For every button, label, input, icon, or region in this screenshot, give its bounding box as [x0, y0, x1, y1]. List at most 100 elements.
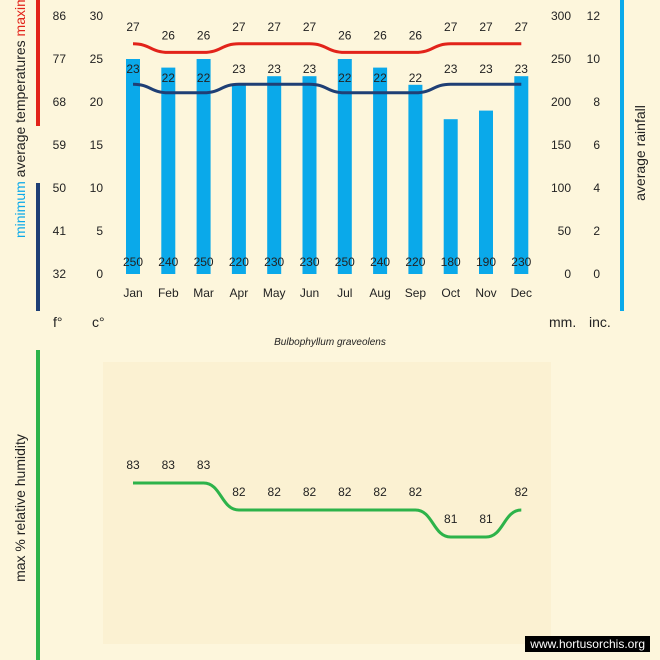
rainfall-indicator-bar — [620, 0, 624, 311]
min-temp-label: 23 — [232, 62, 246, 76]
mm-tick-label: 50 — [558, 224, 572, 238]
month-tick-label: Apr — [230, 286, 249, 300]
rain-value-label: 230 — [299, 255, 319, 269]
rain-bar — [196, 59, 211, 274]
min-temp-label: 22 — [409, 71, 423, 85]
mm-tick-label: 150 — [551, 138, 571, 152]
min-temp-line — [132, 82, 522, 95]
humidity-value-label: 82 — [409, 485, 423, 499]
min-temp-indicator-bar — [36, 183, 40, 311]
max-temp-label: 27 — [303, 20, 317, 34]
max-temp-label: 27 — [126, 20, 140, 34]
unit-inc: inc. — [589, 314, 611, 330]
month-tick-label: Jan — [123, 286, 142, 300]
rain-bar — [337, 59, 352, 274]
site-credit: www.hortusorchis.org — [525, 636, 650, 652]
rain-bar — [126, 59, 140, 274]
max-temp-label: 27 — [479, 20, 493, 34]
c-tick-label: 0 — [96, 267, 103, 281]
min-temp-label: 22 — [162, 71, 176, 85]
humidity-value-label: 81 — [444, 512, 458, 526]
inc-tick-label: 8 — [593, 95, 600, 109]
humidity-value-label: 83 — [197, 458, 211, 472]
rain-value-label: 250 — [123, 255, 143, 269]
month-tick-label: Sep — [405, 286, 427, 300]
mm-tick-label: 250 — [551, 52, 571, 66]
month-tick-label: May — [263, 286, 286, 300]
max-temp-label: 27 — [515, 20, 529, 34]
inc-tick-label: 2 — [593, 224, 600, 238]
rain-bar — [267, 76, 282, 274]
f-tick-label: 77 — [53, 52, 67, 66]
mm-tick-label: 100 — [551, 181, 571, 195]
rain-value-label: 250 — [335, 255, 355, 269]
humidity-value-label: 83 — [126, 458, 140, 472]
max-temp-line — [132, 42, 522, 54]
chart-title: Bulbophyllum graveolens — [274, 337, 386, 348]
month-tick-label: Oct — [441, 286, 460, 300]
rain-bar — [514, 76, 529, 274]
month-tick-label: Dec — [511, 286, 532, 300]
inc-tick-label: 0 — [593, 267, 600, 281]
c-tick-label: 15 — [90, 138, 104, 152]
max-temp-label: 26 — [197, 28, 211, 42]
f-tick-label: 59 — [53, 138, 67, 152]
unit-f: f° — [53, 314, 63, 330]
max-temp-label: 26 — [162, 28, 176, 42]
humidity-value-label: 82 — [515, 485, 529, 499]
min-temp-label: 23 — [515, 62, 529, 76]
rain-value-label: 220 — [405, 255, 425, 269]
min-temp-label: 22 — [197, 71, 211, 85]
rain-value-label: 230 — [264, 255, 284, 269]
rain-value-label: 220 — [229, 255, 249, 269]
max-temp-label: 27 — [232, 20, 246, 34]
c-tick-label: 20 — [90, 95, 104, 109]
month-tick-label: Nov — [475, 286, 496, 300]
rain-bar — [443, 119, 458, 274]
min-temp-label: 23 — [126, 62, 140, 76]
rain-bar — [231, 84, 246, 274]
max-temp-label: 26 — [409, 28, 423, 42]
inc-tick-label: 12 — [587, 9, 601, 23]
month-tick-label: Aug — [369, 286, 390, 300]
min-temp-label: 23 — [303, 62, 317, 76]
unit-mm: mm. — [549, 314, 577, 330]
unit-c: c° — [92, 314, 105, 330]
rain-value-label: 190 — [476, 255, 496, 269]
rain-bar — [408, 84, 423, 274]
f-tick-label: 86 — [53, 9, 67, 23]
max-temp-label: 26 — [338, 28, 352, 42]
inc-tick-label: 4 — [593, 181, 600, 195]
rain-value-label: 240 — [370, 255, 390, 269]
rain-value-label: 250 — [194, 255, 214, 269]
humidity-panel — [103, 362, 551, 644]
mm-tick-label: 200 — [551, 95, 571, 109]
f-tick-label: 41 — [53, 224, 67, 238]
rain-value-label: 230 — [511, 255, 531, 269]
month-tick-label: Feb — [158, 286, 179, 300]
c-tick-label: 25 — [90, 52, 104, 66]
month-tick-label: Mar — [193, 286, 214, 300]
humidity-value-label: 82 — [232, 485, 246, 499]
humidity-value-label: 81 — [479, 512, 493, 526]
humidity-value-label: 82 — [303, 485, 317, 499]
month-tick-label: Jul — [337, 286, 352, 300]
rain-bar — [161, 67, 176, 274]
c-tick-label: 10 — [90, 181, 104, 195]
min-temp-label: 22 — [373, 71, 387, 85]
humidity-value-label: 83 — [162, 458, 176, 472]
mm-tick-label: 300 — [551, 9, 571, 23]
rain-bar — [373, 67, 388, 274]
f-tick-label: 50 — [53, 181, 67, 195]
rain-bar — [302, 76, 317, 274]
humidity-value-label: 82 — [268, 485, 282, 499]
inc-tick-label: 6 — [593, 138, 600, 152]
mm-tick-label: 0 — [564, 267, 571, 281]
max-temp-label: 26 — [373, 28, 387, 42]
min-temp-label: 23 — [268, 62, 282, 76]
c-tick-label: 5 — [96, 224, 103, 238]
max-temp-indicator-bar — [36, 0, 40, 126]
humidity-value-label: 82 — [373, 485, 387, 499]
month-tick-label: Jun — [300, 286, 319, 300]
rain-bar — [479, 110, 493, 274]
